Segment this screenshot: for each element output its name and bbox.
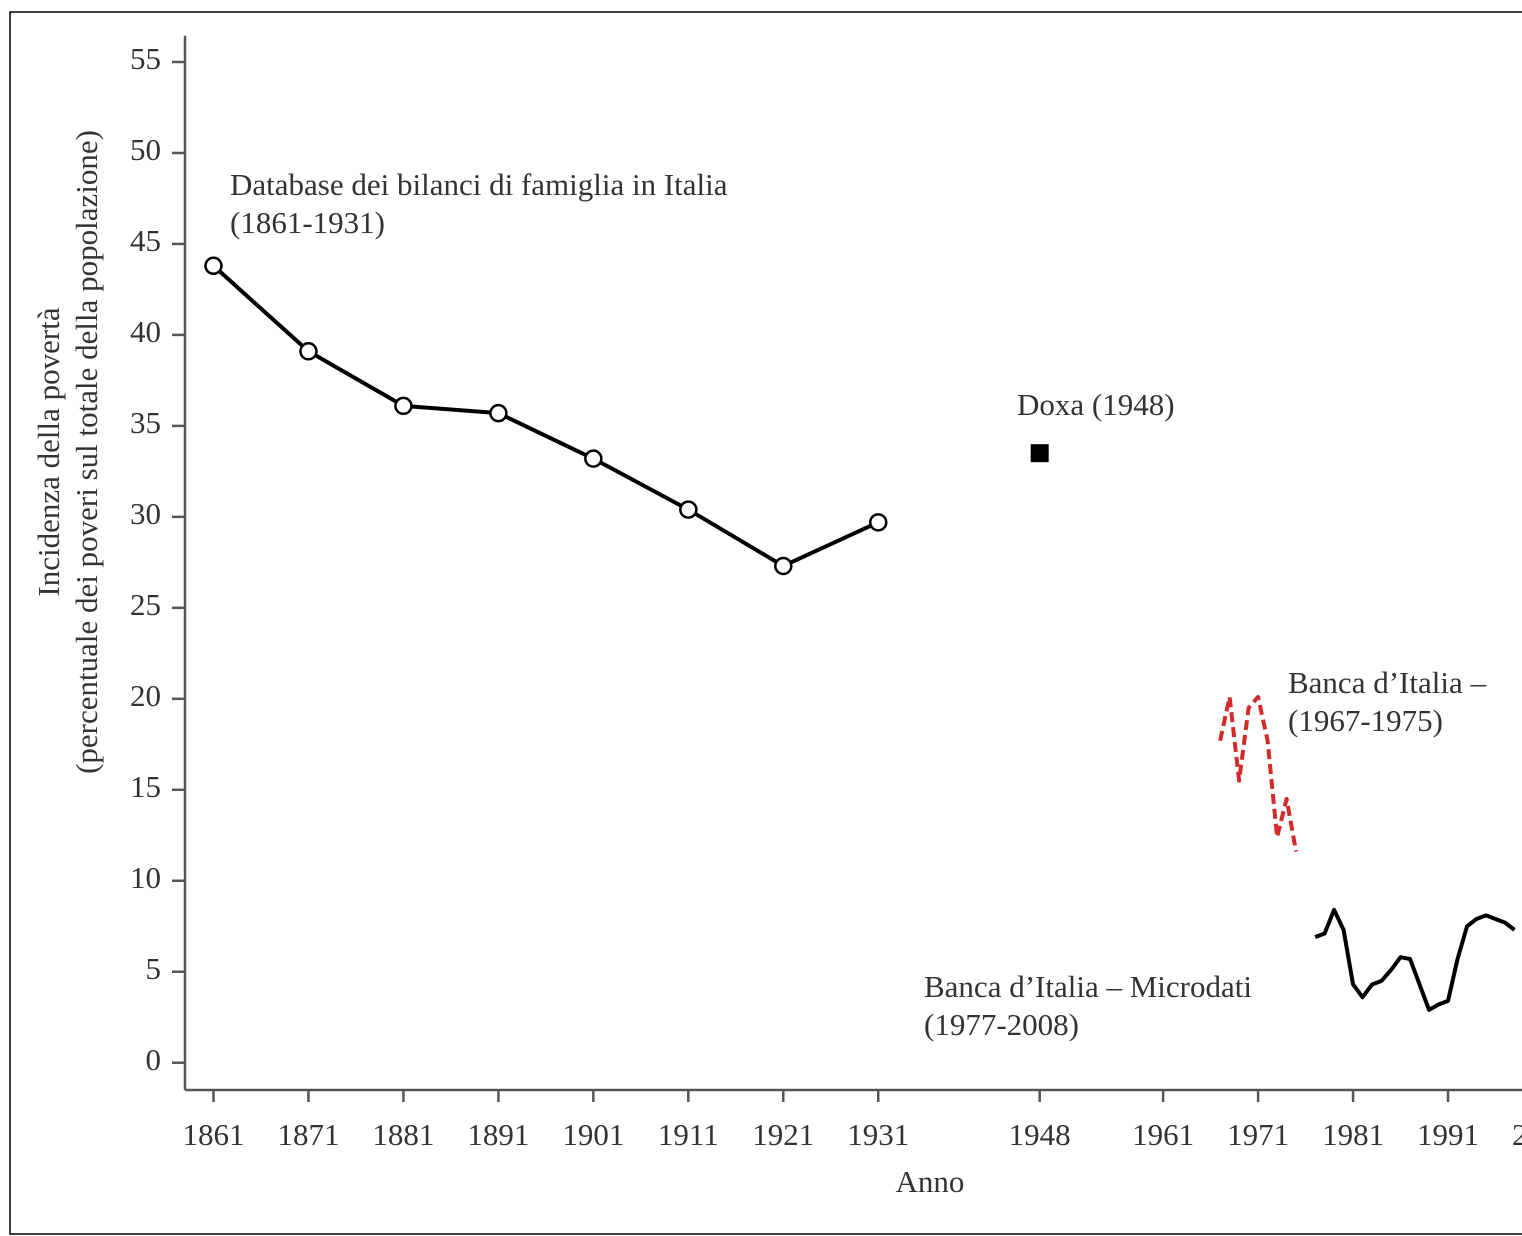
x-tick-label: 1991 xyxy=(1417,1117,1479,1152)
y-tick-label: 55 xyxy=(130,41,161,76)
point xyxy=(299,342,318,361)
y-tick-label: 10 xyxy=(130,860,161,895)
series-period: (1861-1931) xyxy=(230,205,385,240)
y-tick-label: 15 xyxy=(130,769,161,804)
y-tick-label: 0 xyxy=(146,1042,162,1077)
y-tick-label: 35 xyxy=(130,405,161,440)
frame xyxy=(9,11,1522,1235)
y-tick-label: 30 xyxy=(130,496,161,531)
y-tick-label: 50 xyxy=(130,132,161,167)
series-period: (1967-1975) xyxy=(1288,703,1443,738)
y-axis-label: (percentuale dei poveri sul totale della… xyxy=(69,130,104,774)
point xyxy=(1030,444,1049,463)
point xyxy=(774,556,793,576)
y-tick-label: 40 xyxy=(130,314,161,349)
x-tick-label: 2001 xyxy=(1512,1117,1522,1152)
point xyxy=(679,500,698,519)
x-tick-label: 1861 xyxy=(182,1117,244,1152)
x-tick-label: 1971 xyxy=(1227,1117,1289,1152)
series-line xyxy=(212,264,880,568)
series-line xyxy=(1218,694,1299,853)
x-axis-label: Anno xyxy=(896,1164,965,1199)
y-axis-label: Incidenza della povertà xyxy=(31,307,66,596)
x-tick-label: 1901 xyxy=(562,1117,624,1152)
y-tick-label: 5 xyxy=(146,951,162,986)
x-tick-label: 1891 xyxy=(467,1117,529,1152)
x-tick-label: 1961 xyxy=(1132,1117,1194,1152)
point xyxy=(868,513,888,532)
series-label: Banca d’Italia – xyxy=(1288,665,1486,700)
series-label: Database dei bilanci di famiglia in Ital… xyxy=(230,167,728,202)
series-period: (1977-2008) xyxy=(924,1007,1079,1042)
x-tick-label: 1921 xyxy=(752,1117,814,1152)
point xyxy=(204,256,223,276)
series-label: Doxa (1948) xyxy=(1017,387,1175,422)
x-tick-label: 1871 xyxy=(277,1117,339,1152)
x-tick-label: 1931 xyxy=(847,1117,909,1152)
point xyxy=(489,403,508,423)
point xyxy=(584,449,603,468)
x-tick-label: 1881 xyxy=(372,1117,434,1152)
x-tick-label: 1911 xyxy=(658,1117,719,1152)
series-label: Banca d’Italia – Microdati xyxy=(924,969,1252,1004)
x-tick-label: 1948 xyxy=(1009,1117,1071,1152)
y-tick-label: 45 xyxy=(130,223,161,258)
y-tick-label: 25 xyxy=(130,587,161,622)
x-tick-label: 1981 xyxy=(1322,1117,1384,1152)
y-tick-label: 20 xyxy=(130,678,161,713)
point xyxy=(394,396,413,416)
series-line xyxy=(1314,907,1516,1012)
